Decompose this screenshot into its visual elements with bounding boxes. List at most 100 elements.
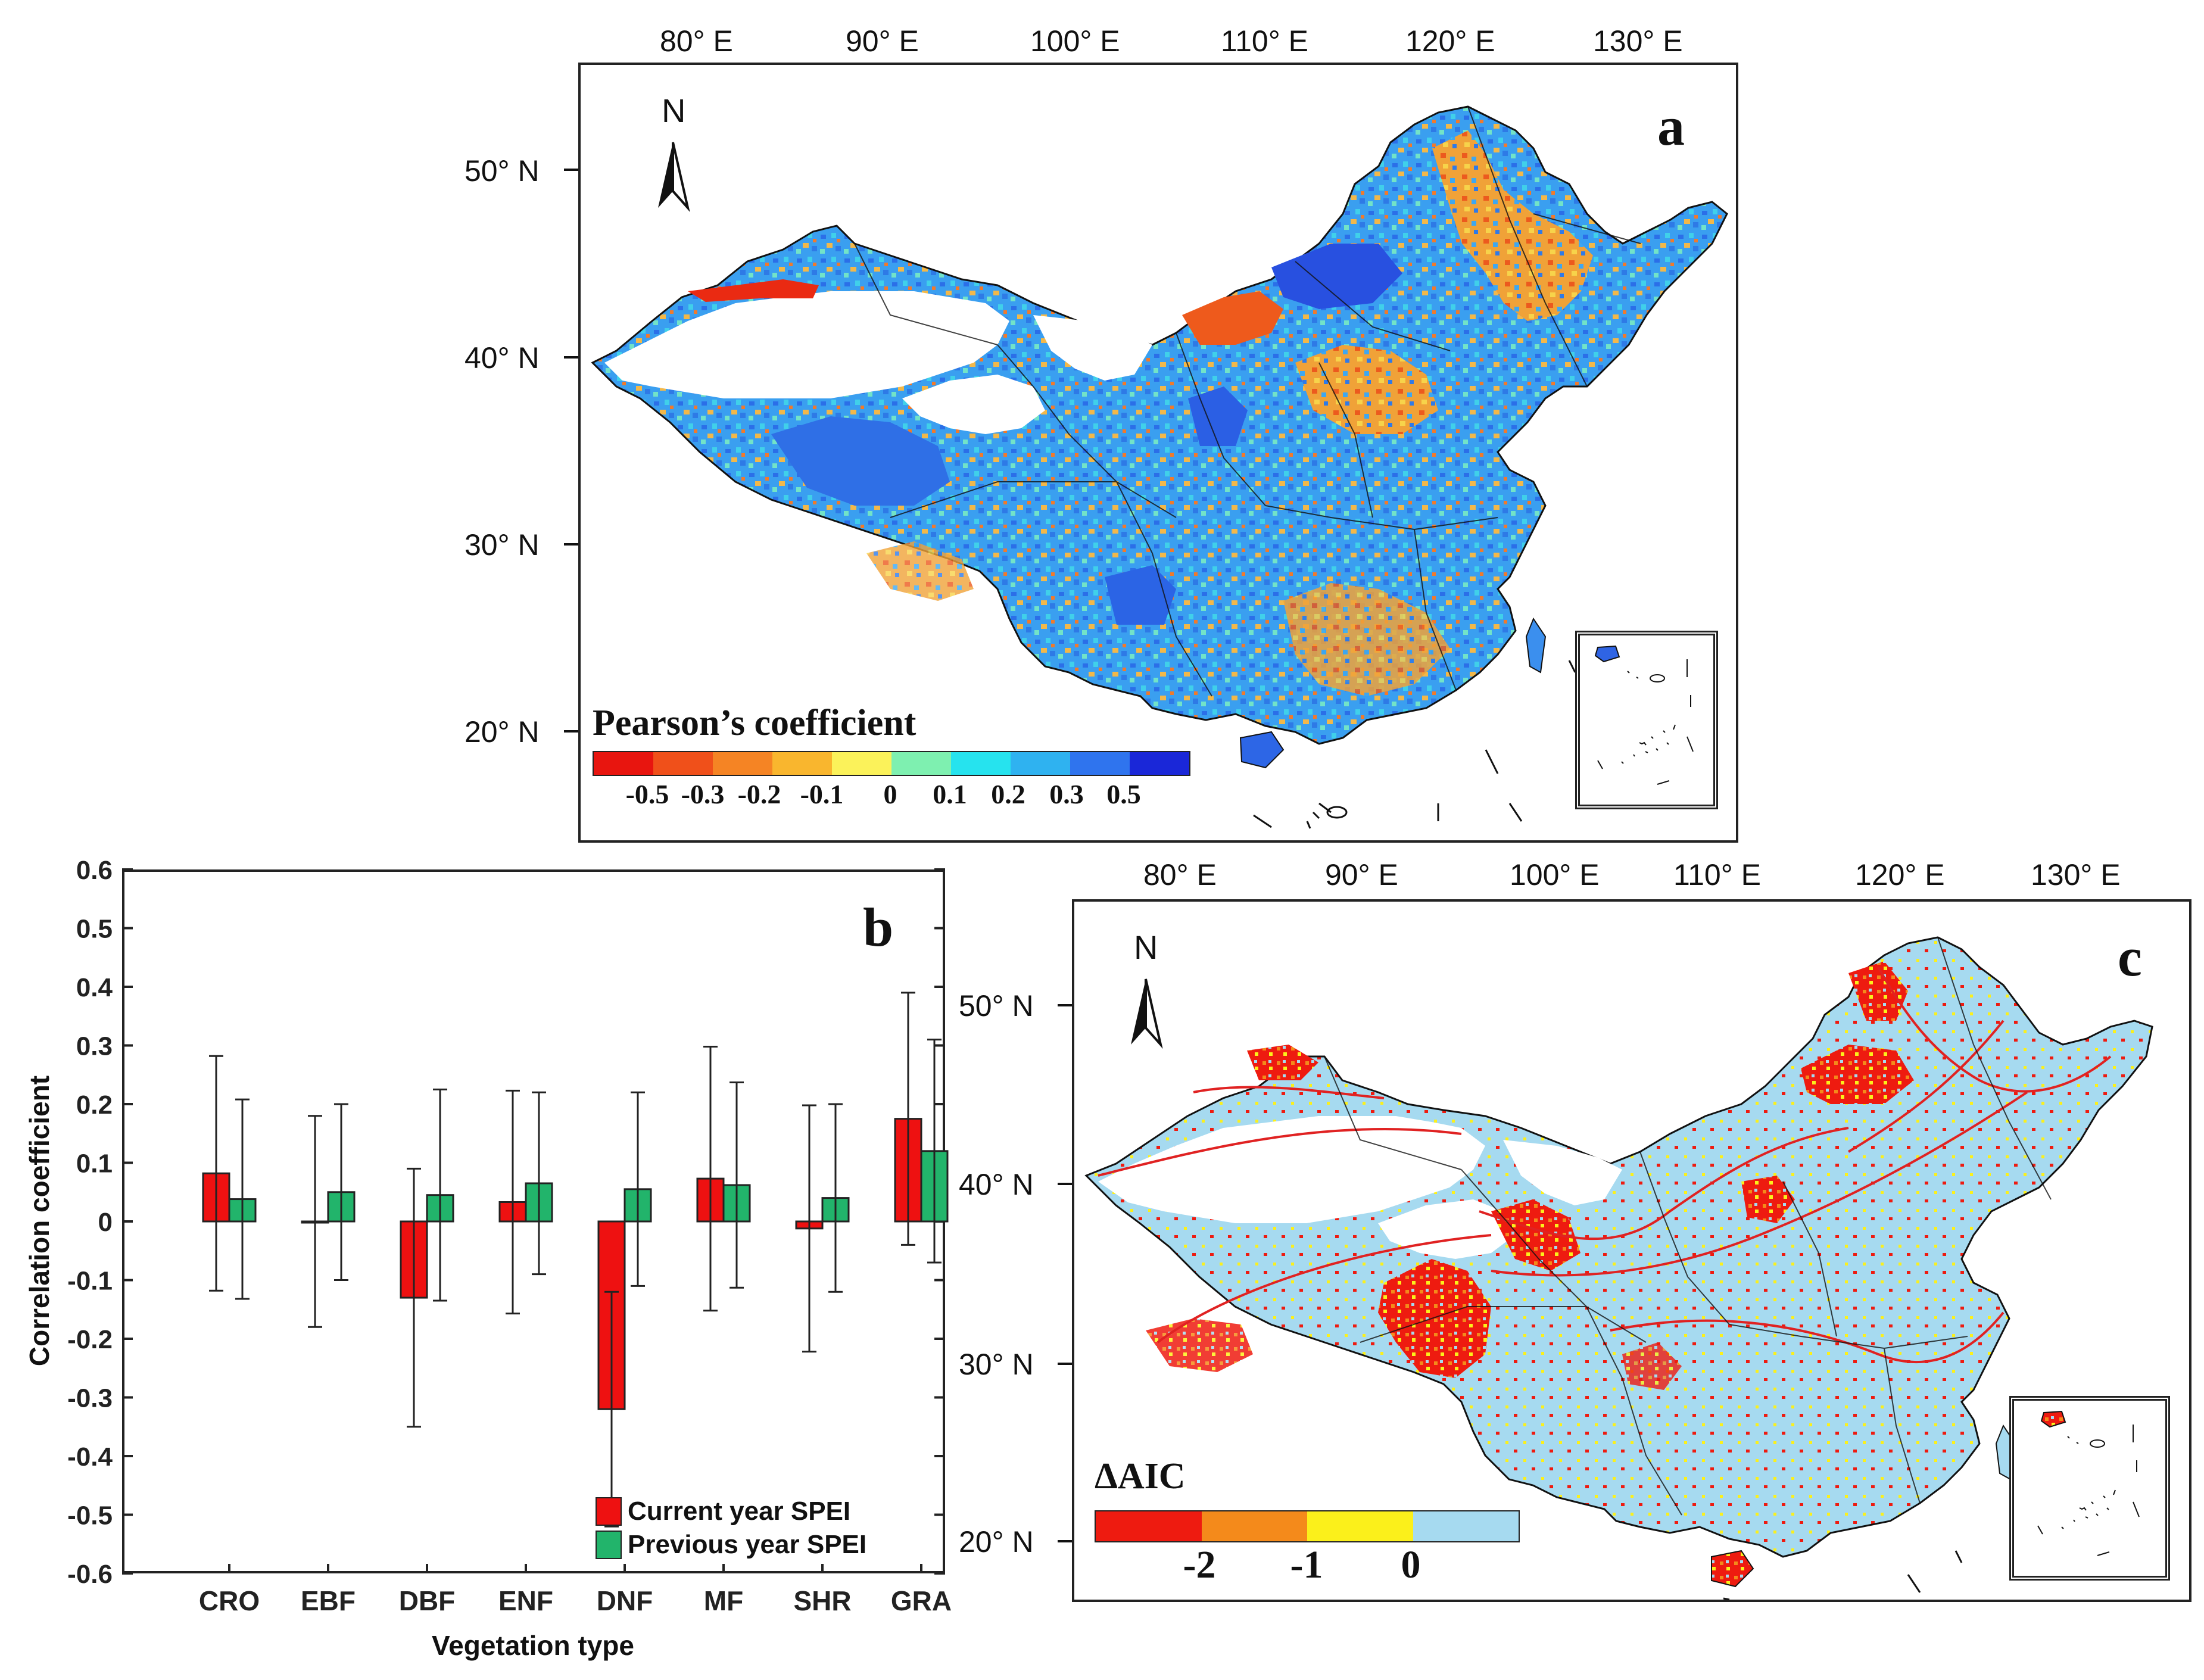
cb-a-tick-4: 0 [883, 779, 897, 809]
north-china-warm-patch-a [1295, 345, 1438, 434]
x-tick-label-dnf: DNF [597, 1585, 653, 1616]
chart-b-xlabel: Vegetation type [432, 1630, 634, 1661]
c-lat-tick-20: 20° N [959, 1525, 1034, 1559]
qaidam-white-c [1378, 1199, 1515, 1259]
cb-c-tick-2: 0 [1401, 1543, 1421, 1587]
panel-letter-b: b [863, 897, 894, 958]
central-red-cluster-c [1622, 1342, 1682, 1390]
qinghai-red-cluster-c [1491, 1199, 1580, 1271]
xinjiang-north-red-cluster-c [1247, 1045, 1318, 1080]
inset-c-svg [2037, 1410, 2140, 1556]
x-tick-label-mf: MF [704, 1585, 743, 1616]
c-lon-tick-90: 90° E [1325, 858, 1398, 892]
y-tick-label: -0.4 [67, 1442, 113, 1472]
c-lon-tick-130: 130° E [2031, 858, 2121, 892]
taklimakan-white-a [604, 291, 1009, 398]
panel-letter-a: a [1657, 96, 1685, 157]
a-lat-tick-30: 30° N [465, 528, 540, 562]
panel-b: b [122, 869, 945, 1573]
north-label-a: N [662, 92, 686, 129]
a-lon-tick-80: 80° E [660, 24, 733, 58]
colorbar-c [1095, 1510, 1520, 1542]
cb-a-tick-3: -0.1 [800, 779, 844, 809]
c-lat-tick-50: 50° N [959, 989, 1034, 1023]
legend-label-previous: Previous year SPEI [628, 1530, 867, 1559]
hainan-a [1239, 731, 1285, 769]
south-china-warm-patch-a [1283, 583, 1450, 696]
cb-a-tick-5: 0.1 [933, 779, 967, 809]
y-tick-label: -0.6 [67, 1560, 113, 1589]
tibet-sw-red-cluster-c [1146, 1319, 1253, 1372]
north-label-c: N [1134, 928, 1158, 966]
y-tick-label: -0.2 [67, 1325, 113, 1354]
cb-a-swatch-7 [1011, 752, 1070, 775]
a-lon-tick-120: 120° E [1405, 24, 1495, 58]
cb-a-swatch-8 [1070, 752, 1130, 775]
legend-swatch-current [596, 1497, 622, 1526]
cb-a-swatch-5 [891, 752, 951, 775]
north-arrow-c [1131, 978, 1163, 1049]
c-lon-tick-110: 110° E [1673, 858, 1761, 892]
a-lat-tick-40: 40° N [465, 341, 540, 375]
south-china-sea-inset-a [1575, 631, 1718, 809]
cb-c-swatch-0 [1096, 1511, 1202, 1541]
china-landmass-a [591, 105, 1728, 745]
legend-label-current: Current year SPEI [628, 1497, 851, 1526]
legend-swatch-previous [596, 1531, 622, 1559]
a-lon-tick-130: 130° E [1593, 24, 1683, 58]
y-tick-label: 0.6 [76, 856, 113, 885]
y-tick-label: 0.1 [76, 1149, 113, 1179]
a-lon-tick-90: 90° E [846, 24, 919, 58]
a-lat-tick-50: 50° N [465, 154, 540, 188]
province-lines-c [1324, 937, 2052, 1516]
gobi-white-c [1503, 1140, 1622, 1205]
cb-a-swatch-3 [772, 752, 832, 775]
taiwan-a [1525, 617, 1547, 674]
cb-c-swatch-3 [1413, 1511, 1519, 1541]
cb-c-tick-0: -2 [1183, 1543, 1216, 1587]
cb-c-swatch-2 [1307, 1511, 1413, 1541]
c-lon-tick-80: 80° E [1143, 858, 1217, 892]
y-tick-label: 0.5 [76, 915, 113, 944]
china-landmass-c [1084, 936, 2153, 1558]
gobi-white-a [1033, 315, 1152, 381]
cb-a-tick-7: 0.3 [1049, 779, 1084, 809]
cb-a-swatch-2 [713, 752, 772, 775]
y-tick-label: 0 [98, 1208, 113, 1237]
y-tick-label: 0.3 [76, 1032, 113, 1061]
cb-a-tick-2: -0.2 [737, 779, 781, 809]
cb-a-swatch-4 [832, 752, 891, 775]
inset-a-svg [1594, 645, 1694, 785]
a-lon-tick-110: 110° E [1221, 24, 1308, 58]
loess-blue-patch-a [1188, 387, 1248, 446]
cb-a-swatch-1 [653, 752, 713, 775]
a-lat-tick-20: 20° N [465, 715, 540, 749]
tibet-blue-patch-a [771, 416, 950, 506]
cb-a-tick-0: -0.5 [625, 779, 669, 809]
inner-mongolia-warm-patch-a [1182, 291, 1283, 345]
x-tick-label-cro: CRO [199, 1585, 260, 1616]
chart-b-ylabel: Correlation coefficient [24, 1075, 55, 1367]
cb-a-tick-8: 0.5 [1106, 779, 1141, 809]
cb-a-swatch-9 [1130, 752, 1189, 775]
y-tick-label: -0.1 [67, 1267, 113, 1296]
c-lat-tick-30: 30° N [959, 1348, 1034, 1381]
c-lon-tick-100: 100° E [1510, 858, 1600, 892]
c-lon-tick-120: 120° E [1855, 858, 1945, 892]
tibet-red-cluster-c [1378, 1259, 1491, 1378]
cb-a-tick-6: 0.2 [991, 779, 1025, 809]
hainan-c [1711, 1550, 1754, 1588]
x-tick-label-gra: GRA [891, 1585, 952, 1616]
north-china-red-cluster-c [1741, 1176, 1795, 1223]
panel-letter-c: c [2118, 927, 2142, 987]
y-tick-label: -0.5 [67, 1501, 113, 1531]
x-tick-label-ebf: EBF [301, 1585, 356, 1616]
mongolia-blue-patch-a [1271, 244, 1402, 309]
cb-a-swatch-6 [951, 752, 1011, 775]
c-lat-tick-40: 40° N [959, 1168, 1034, 1201]
map-a-svg [591, 105, 1728, 829]
y-tick-label: 0.4 [76, 973, 113, 1002]
cb-c-tick-1: -1 [1290, 1543, 1323, 1587]
colorbar-a [593, 751, 1190, 776]
y-tick-label: -0.3 [67, 1384, 113, 1413]
